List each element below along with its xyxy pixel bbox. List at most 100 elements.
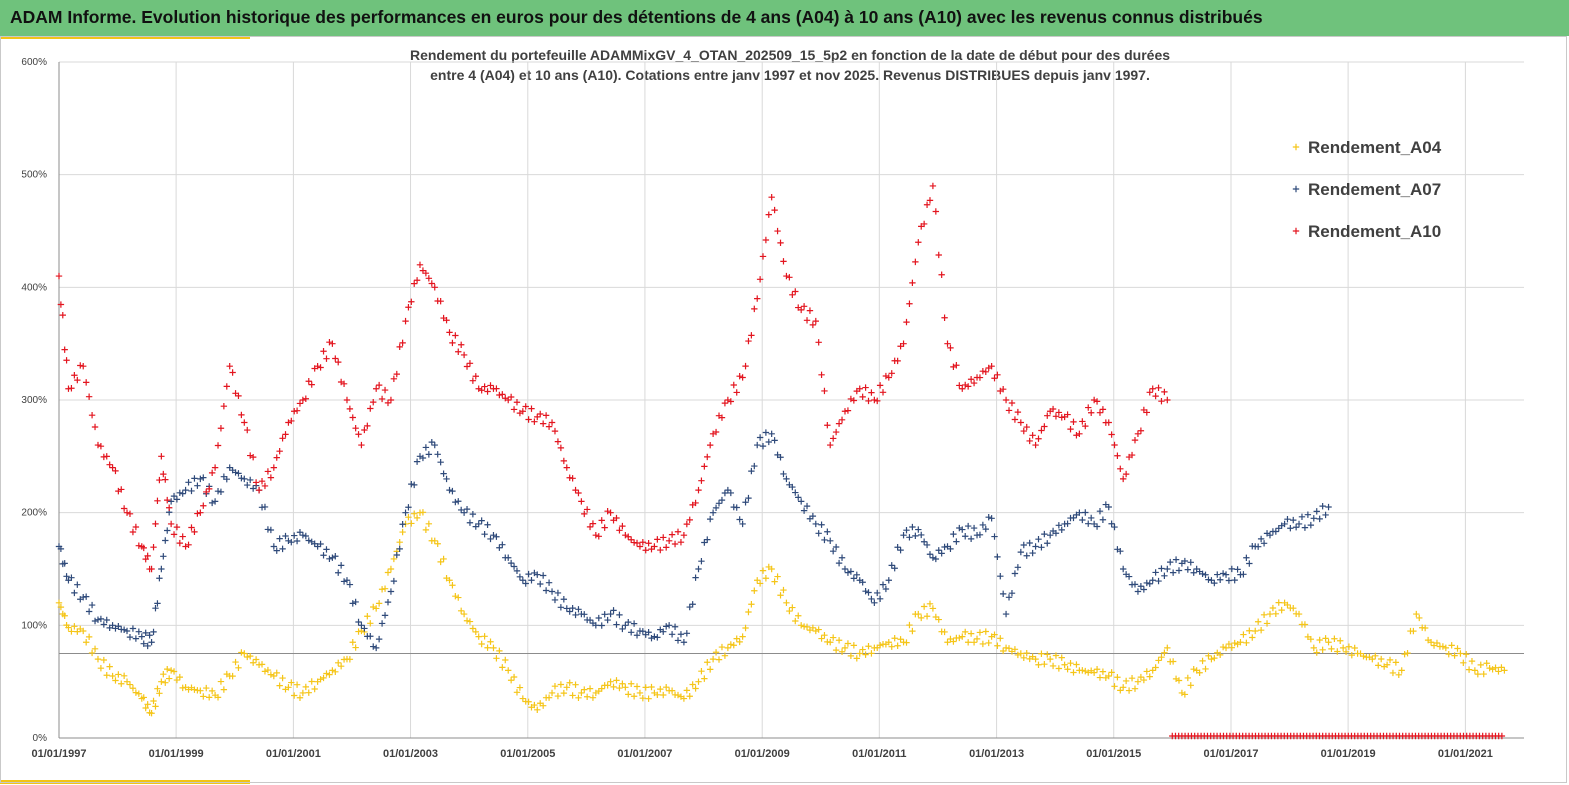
data-point	[103, 616, 110, 624]
data-point	[847, 652, 855, 660]
data-point	[452, 332, 459, 339]
data-point	[247, 652, 254, 660]
data-point	[235, 470, 242, 477]
data-point	[812, 317, 819, 325]
data-point	[1345, 643, 1353, 650]
legend-marker	[1292, 143, 1300, 151]
data-point	[718, 496, 726, 504]
legend-marker	[1292, 185, 1300, 193]
data-point	[742, 624, 749, 632]
x-tick-label: 01/01/2001	[266, 748, 321, 760]
data-point	[648, 683, 655, 691]
data-point	[1161, 388, 1168, 396]
data-point	[671, 540, 679, 548]
data-point	[305, 689, 312, 696]
data-point	[142, 704, 149, 712]
data-point	[135, 628, 143, 635]
data-point	[1064, 520, 1071, 527]
data-point	[900, 532, 907, 539]
data-point	[270, 672, 278, 680]
data-point	[1222, 571, 1230, 578]
data-point	[1243, 639, 1250, 647]
data-point	[1002, 610, 1010, 618]
data-point	[1082, 509, 1089, 516]
data-point	[885, 639, 892, 646]
data-point	[499, 541, 506, 548]
data-point	[941, 628, 948, 636]
data-point	[1152, 392, 1159, 400]
data-point	[481, 383, 488, 390]
data-point	[455, 348, 462, 355]
data-point	[343, 396, 351, 404]
data-point	[1108, 520, 1115, 527]
data-point	[208, 499, 216, 507]
data-point	[452, 498, 459, 506]
x-tick-label: 01/01/2021	[1438, 748, 1493, 760]
data-point	[317, 364, 324, 371]
data-point	[475, 520, 482, 528]
data-point	[399, 521, 406, 528]
data-point	[566, 608, 573, 615]
data-point	[1108, 431, 1115, 438]
data-point	[282, 532, 289, 540]
data-point	[569, 604, 576, 612]
data-point	[238, 411, 245, 419]
data-point	[1064, 411, 1071, 418]
data-point	[457, 607, 465, 615]
data-point	[938, 550, 945, 557]
data-point	[361, 625, 368, 632]
data-point	[988, 515, 995, 522]
data-point	[557, 604, 565, 611]
data-point	[783, 475, 790, 483]
data-point	[118, 680, 125, 687]
data-point	[466, 360, 474, 367]
data-point	[1471, 667, 1479, 674]
data-point	[888, 370, 895, 377]
data-point	[1404, 649, 1411, 657]
data-point	[586, 616, 594, 624]
data-point	[838, 416, 846, 424]
data-point	[194, 510, 201, 517]
data-point	[853, 655, 860, 662]
data-point	[660, 691, 667, 699]
data-point	[1029, 432, 1036, 439]
data-point	[1322, 635, 1329, 642]
data-point	[909, 279, 916, 287]
data-point	[674, 637, 682, 644]
data-point	[115, 623, 122, 630]
data-point	[862, 587, 869, 595]
data-point	[57, 301, 65, 308]
data-point	[923, 201, 931, 208]
data-point	[1111, 683, 1118, 690]
data-point	[317, 676, 324, 683]
data-point	[970, 639, 978, 646]
data-point	[308, 381, 315, 388]
data-point	[1252, 627, 1259, 635]
data-point	[953, 362, 960, 369]
data-point	[1334, 648, 1341, 655]
data-point	[827, 441, 834, 449]
data-point	[915, 239, 922, 246]
data-point	[771, 437, 778, 444]
data-point	[882, 372, 890, 380]
data-point	[273, 669, 280, 677]
data-point	[478, 517, 485, 524]
data-point	[241, 419, 248, 426]
data-point	[1304, 511, 1312, 518]
data-point	[1208, 655, 1215, 663]
data-point	[534, 706, 541, 714]
data-point	[956, 634, 963, 642]
data-point	[252, 479, 260, 486]
data-point	[1202, 571, 1209, 578]
data-point	[1111, 441, 1118, 449]
data-point	[1152, 569, 1159, 576]
data-point	[586, 685, 594, 692]
data-point	[1187, 559, 1194, 566]
data-point	[1310, 644, 1317, 652]
data-point	[868, 595, 875, 603]
data-point	[399, 528, 406, 536]
data-point	[211, 498, 219, 505]
data-point	[868, 389, 875, 396]
chart-frame	[0, 36, 1567, 783]
data-point	[185, 541, 192, 549]
